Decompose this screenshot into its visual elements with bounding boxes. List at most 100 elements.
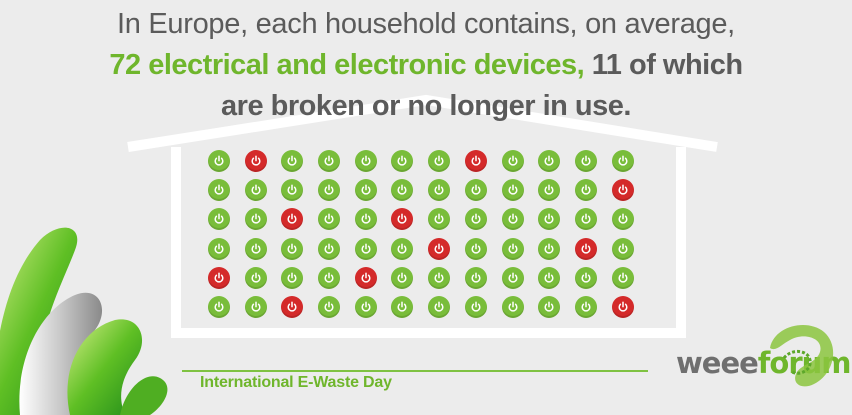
event-name: International E-Waste Day <box>200 374 392 391</box>
power-icon <box>250 272 262 284</box>
device-ok <box>354 150 377 172</box>
headline: In Europe, each household contains, on a… <box>0 4 852 127</box>
device-ok <box>244 208 267 231</box>
power-icon <box>433 213 445 225</box>
device-ok <box>428 150 451 172</box>
house-walls <box>171 147 686 338</box>
power-icon <box>580 213 592 225</box>
power-icon <box>250 213 262 225</box>
power-icon <box>433 272 445 284</box>
device-ok <box>428 295 451 318</box>
device-ok <box>428 266 451 289</box>
power-icon <box>323 213 335 225</box>
power-icon <box>617 272 629 284</box>
power-icon <box>507 272 519 284</box>
device-ok <box>318 150 341 172</box>
power-icon <box>543 243 555 255</box>
device-ok <box>464 208 487 231</box>
power-icon <box>323 301 335 313</box>
power-icon <box>250 155 262 167</box>
power-icon <box>396 184 408 196</box>
power-icon <box>323 272 335 284</box>
device-ok <box>354 237 377 260</box>
power-icon <box>286 301 298 313</box>
device-ok <box>208 295 230 318</box>
device-ok <box>501 237 524 260</box>
power-icon <box>360 155 372 167</box>
power-icon <box>507 243 519 255</box>
power-icon <box>507 184 519 196</box>
power-icon <box>543 272 555 284</box>
power-icon <box>396 213 408 225</box>
headline-highlight: 72 electrical and electronic devices, <box>109 49 585 81</box>
power-icon <box>507 213 519 225</box>
power-icon <box>580 272 592 284</box>
power-icon <box>433 301 445 313</box>
power-icon <box>250 243 262 255</box>
device-broken <box>428 237 451 260</box>
device-ok <box>244 266 267 289</box>
device-ok <box>574 179 597 202</box>
device-ok <box>611 237 634 260</box>
device-grid <box>208 150 634 318</box>
device-ok <box>318 179 341 202</box>
power-icon <box>507 301 519 313</box>
power-icon <box>213 301 225 313</box>
weeeforum-swirl-mark <box>770 325 834 387</box>
device-ok <box>318 208 341 231</box>
ribbon-silver <box>19 292 103 415</box>
power-icon <box>286 213 298 225</box>
power-icon <box>433 184 445 196</box>
device-ok <box>538 208 561 231</box>
power-icon <box>470 243 482 255</box>
device-ok <box>244 179 267 202</box>
device-ok <box>464 295 487 318</box>
device-ok <box>208 179 230 202</box>
house-roof <box>127 94 718 152</box>
device-ok <box>501 295 524 318</box>
device-ok <box>281 237 304 260</box>
power-icon <box>213 272 225 284</box>
device-broken <box>574 237 597 260</box>
device-ok <box>611 150 634 172</box>
device-ok <box>611 208 634 231</box>
device-broken <box>208 266 230 289</box>
power-icon <box>617 184 629 196</box>
power-icon <box>250 184 262 196</box>
power-icon <box>543 184 555 196</box>
device-ok <box>391 237 414 260</box>
power-icon <box>470 184 482 196</box>
power-icon <box>507 155 519 167</box>
device-ok <box>391 266 414 289</box>
device-ok <box>538 295 561 318</box>
power-icon <box>433 155 445 167</box>
power-icon <box>286 155 298 167</box>
device-ok <box>501 266 524 289</box>
power-icon <box>580 243 592 255</box>
power-icon <box>617 213 629 225</box>
power-icon <box>470 272 482 284</box>
power-icon <box>617 301 629 313</box>
power-icon <box>213 184 225 196</box>
power-icon <box>360 213 372 225</box>
logo-part-1: weee <box>676 346 759 380</box>
device-ok <box>464 266 487 289</box>
power-icon <box>580 184 592 196</box>
device-ok <box>538 179 561 202</box>
power-icon <box>213 243 225 255</box>
device-ok <box>538 237 561 260</box>
device-ok <box>354 295 377 318</box>
device-ok <box>354 179 377 202</box>
power-icon <box>470 155 482 167</box>
device-ok <box>574 150 597 172</box>
device-ok <box>391 179 414 202</box>
device-ok <box>464 237 487 260</box>
device-ok <box>574 295 597 318</box>
device-ok <box>501 208 524 231</box>
device-broken <box>281 295 304 318</box>
power-icon <box>360 184 372 196</box>
ribbon-green-outer <box>0 227 78 415</box>
power-icon <box>213 155 225 167</box>
device-ok <box>501 179 524 202</box>
